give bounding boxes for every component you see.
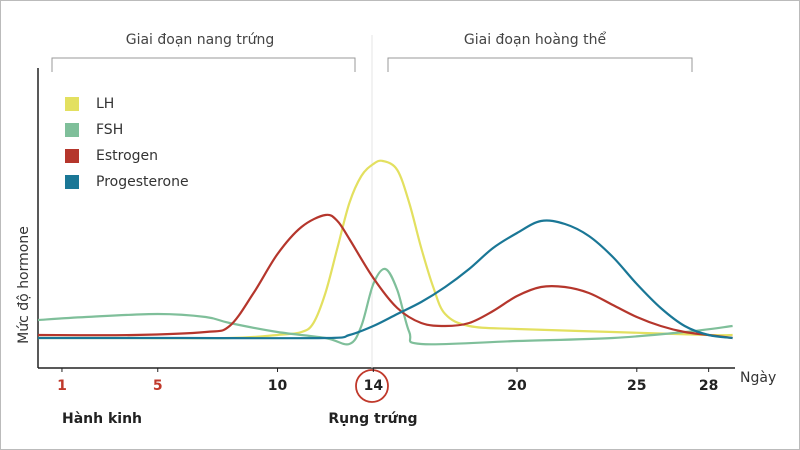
legend-label: Progesterone xyxy=(96,174,189,190)
annotation: Rụng trứng xyxy=(328,411,417,427)
phase-bracket xyxy=(51,57,356,72)
legend-label: FSH xyxy=(96,122,123,138)
x-tick-label: 14 xyxy=(364,378,384,394)
legend-swatch xyxy=(65,175,79,189)
x-tick-label: 10 xyxy=(268,378,288,394)
legend-label: LH xyxy=(96,96,114,112)
phase-label: Giai đoạn hoàng thể xyxy=(464,31,607,48)
y-axis-label: Mức độ hormone xyxy=(16,226,32,344)
line xyxy=(37,267,733,346)
phase-bracket xyxy=(387,57,693,72)
phase-label: Giai đoạn nang trứng xyxy=(126,32,275,48)
x-tick-label: 1 xyxy=(57,378,67,394)
ovulation-circle xyxy=(355,369,389,403)
legend-swatch xyxy=(65,149,79,163)
line xyxy=(37,159,733,340)
x-tick-label: 5 xyxy=(153,378,163,394)
x-axis-label: Ngày xyxy=(740,370,776,386)
legend-swatch xyxy=(65,123,79,137)
legend-label: Estrogen xyxy=(96,148,158,164)
x-tick-label: 20 xyxy=(507,378,527,394)
line xyxy=(37,213,733,340)
annotation: Hành kinh xyxy=(62,411,142,427)
line xyxy=(37,219,733,340)
legend-swatch xyxy=(65,97,79,111)
x-tick-label: 28 xyxy=(699,378,718,394)
x-tick-label: 25 xyxy=(627,378,646,394)
